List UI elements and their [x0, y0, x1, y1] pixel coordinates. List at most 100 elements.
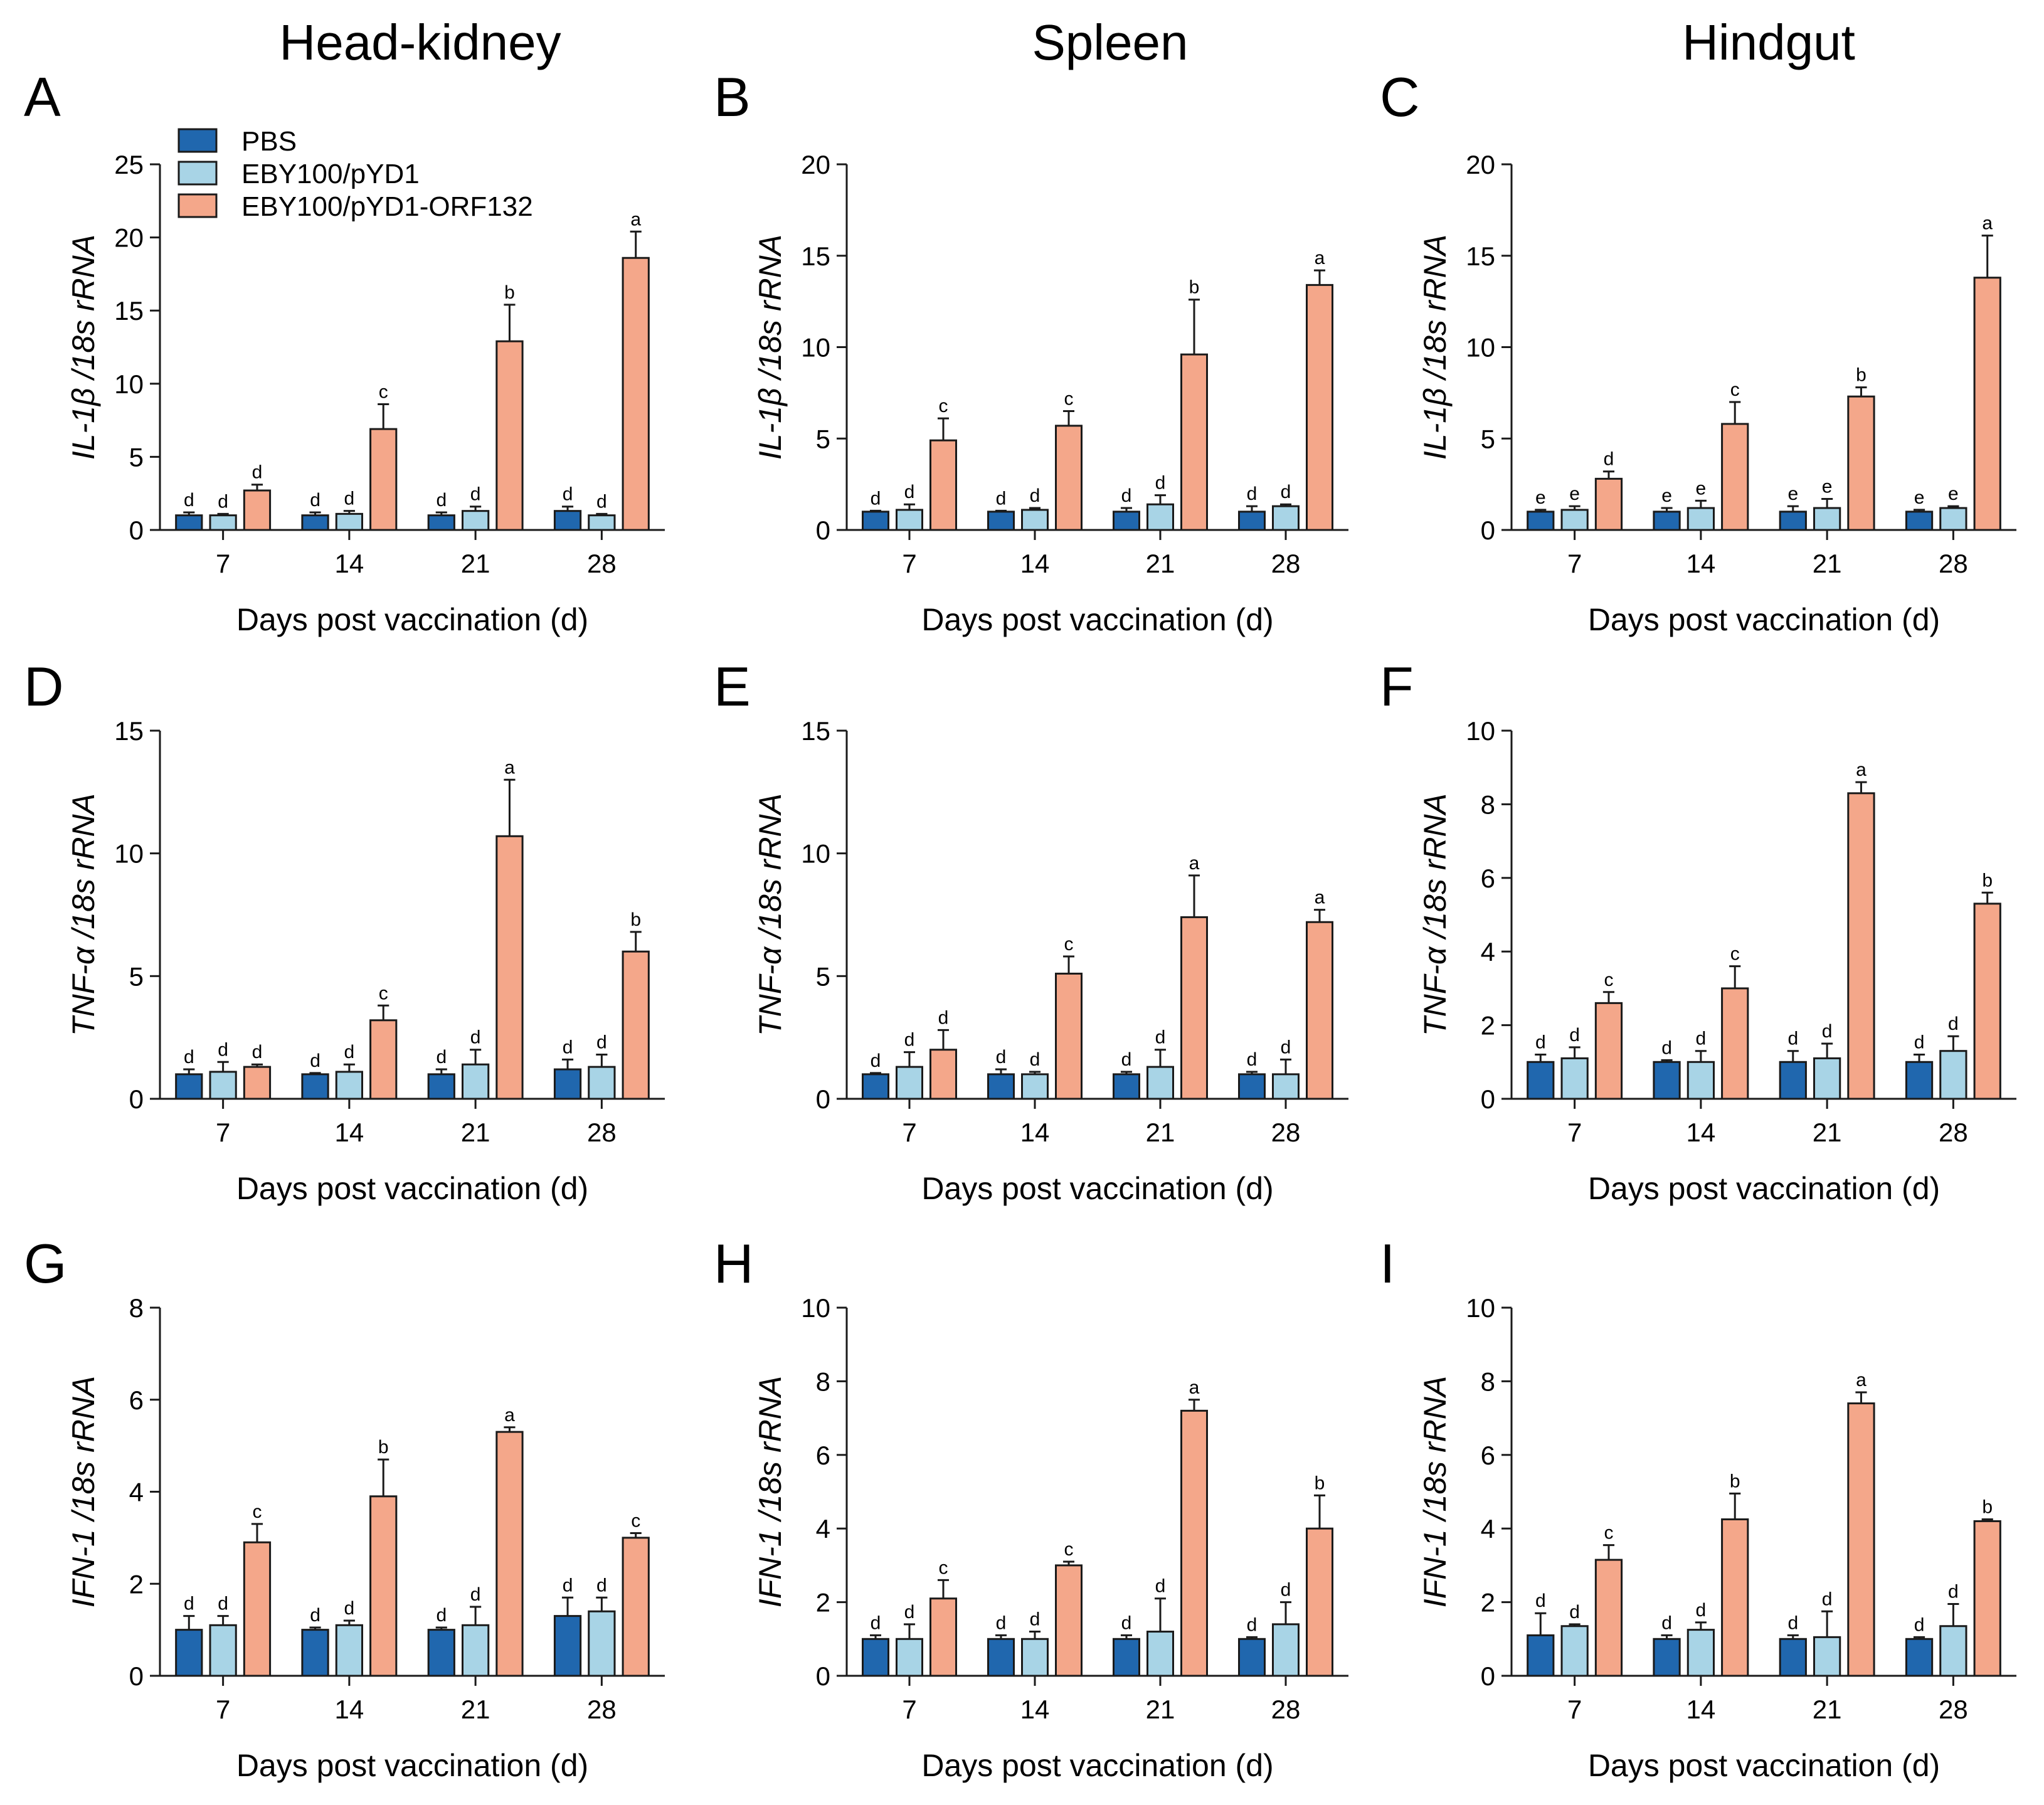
significance-label-i: b: [1982, 1497, 1993, 1518]
significance-label-b: d: [996, 488, 1007, 509]
significance-label-i: c: [1604, 1523, 1613, 1543]
chart-panel-a: 0 5 10 15 20 25 7 d d d 14 d d c 21 d d b 28 d d a Days post v…: [66, 150, 665, 637]
y-tick-label-a: 15: [114, 296, 144, 326]
chart-panel-g: 0 2 4 6 8 7 d d c 14 d d b 21 d d a 28 d d c Days post vaccin…: [66, 1293, 665, 1783]
y-tick-label-h: 6: [816, 1441, 830, 1470]
significance-label-f: c: [1604, 970, 1613, 990]
significance-label-d: b: [630, 909, 641, 930]
bar-i: [1653, 1638, 1681, 1677]
bar-a: [335, 512, 364, 531]
significance-label-b: d: [904, 482, 915, 502]
significance-label-e: d: [1121, 1049, 1132, 1070]
significance-label-g: d: [436, 1605, 447, 1626]
y-tick-label-b: 0: [816, 516, 830, 545]
bar-g: [243, 1541, 272, 1677]
x-tick-label-d: 21: [461, 1118, 490, 1147]
significance-label-e: d: [1030, 1049, 1041, 1070]
significance-label-a: d: [310, 490, 320, 511]
x-tick-label-f: 28: [1939, 1118, 1968, 1147]
significance-label-h: d: [1281, 1580, 1291, 1601]
significance-label-h: d: [1247, 1614, 1258, 1635]
y-tick-label-g: 8: [129, 1293, 144, 1323]
significance-label-f: b: [1982, 870, 1993, 891]
significance-label-b: c: [939, 396, 948, 416]
significance-label-g: d: [218, 1594, 228, 1614]
legend-label-eby100-pyd1: EBY100/pYD1: [241, 159, 420, 189]
y-tick-label-e: 0: [816, 1084, 830, 1114]
y-axis-title-i: IFN-1 /18s rRNA: [1417, 1376, 1453, 1608]
y-axis-title-b: IL-1β /18s rRNA: [753, 235, 788, 460]
bar-g: [369, 1495, 398, 1677]
significance-label-a: d: [436, 490, 447, 511]
bar-c: [1527, 511, 1555, 531]
bar-e: [1306, 921, 1333, 1100]
x-tick-label-g: 7: [216, 1695, 230, 1724]
bar-a: [588, 514, 616, 531]
x-tick-label-h: 7: [902, 1695, 916, 1724]
significance-label-a: d: [218, 491, 228, 512]
significance-label-c: e: [1948, 484, 1959, 504]
bar-f: [1721, 987, 1749, 1100]
x-tick-label-i: 28: [1939, 1695, 1968, 1724]
significance-label-e: d: [938, 1007, 949, 1028]
bar-f: [1687, 1061, 1715, 1100]
bar-g: [335, 1624, 364, 1677]
significance-label-b: a: [1315, 248, 1325, 268]
x-tick-label-c: 21: [1813, 549, 1842, 578]
significance-label-e: a: [1315, 887, 1325, 908]
y-tick-label-g: 0: [129, 1661, 144, 1691]
significance-label-b: d: [1030, 485, 1041, 506]
bar-g: [427, 1629, 455, 1677]
significance-label-b: d: [1155, 473, 1166, 494]
x-tick-label-a: 28: [587, 549, 617, 578]
y-tick-label-d: 15: [114, 716, 144, 746]
significance-label-a: b: [504, 282, 515, 303]
significance-label-i: d: [1661, 1612, 1672, 1633]
x-tick-label-c: 7: [1567, 549, 1582, 578]
panel-letter-h: H: [714, 1232, 754, 1294]
x-tick-label-f: 14: [1687, 1118, 1716, 1147]
bar-e: [1146, 1066, 1174, 1100]
x-tick-label-g: 21: [461, 1695, 490, 1724]
bar-d: [427, 1073, 455, 1100]
x-tick-label-f: 21: [1813, 1118, 1842, 1147]
significance-label-a: d: [563, 484, 573, 505]
bar-c: [1939, 507, 1967, 531]
significance-label-f: d: [1914, 1032, 1925, 1053]
significance-label-g: d: [563, 1575, 573, 1596]
significance-label-e: d: [904, 1030, 915, 1051]
significance-label-g: d: [344, 1598, 355, 1619]
bar-a: [622, 257, 650, 531]
significance-label-e: c: [1064, 934, 1074, 955]
y-tick-label-i: 8: [1481, 1367, 1495, 1396]
bar-i: [1905, 1638, 1934, 1677]
significance-label-c: a: [1982, 213, 1993, 234]
bar-a: [243, 489, 272, 531]
y-tick-label-a: 25: [114, 150, 144, 179]
significance-label-a: d: [344, 489, 355, 509]
significance-label-h: d: [871, 1612, 881, 1633]
bar-b: [1021, 509, 1049, 531]
bar-d: [209, 1071, 237, 1100]
y-tick-label-f: 4: [1481, 937, 1495, 966]
y-tick-label-h: 4: [816, 1514, 830, 1543]
panel-letter-c: C: [1380, 66, 1420, 128]
significance-label-g: a: [504, 1405, 515, 1426]
bar-d: [622, 950, 650, 1100]
significance-label-f: d: [1661, 1037, 1672, 1058]
significance-label-a: d: [252, 462, 263, 483]
significance-label-i: d: [1948, 1582, 1959, 1602]
significance-label-h: c: [939, 1557, 948, 1578]
bar-b: [1306, 283, 1333, 531]
bar-g: [553, 1615, 582, 1677]
bar-c: [1653, 511, 1681, 531]
x-tick-label-i: 7: [1567, 1695, 1582, 1724]
y-axis-title-e: TNF-α /18s rRNA: [753, 793, 788, 1036]
x-tick-label-g: 14: [335, 1695, 364, 1724]
significance-label-b: d: [1121, 485, 1132, 506]
y-tick-label-b: 5: [816, 424, 830, 453]
bar-i: [1779, 1638, 1807, 1677]
y-tick-label-a: 5: [129, 442, 144, 472]
y-tick-label-i: 6: [1481, 1441, 1495, 1470]
bar-e: [896, 1066, 923, 1100]
